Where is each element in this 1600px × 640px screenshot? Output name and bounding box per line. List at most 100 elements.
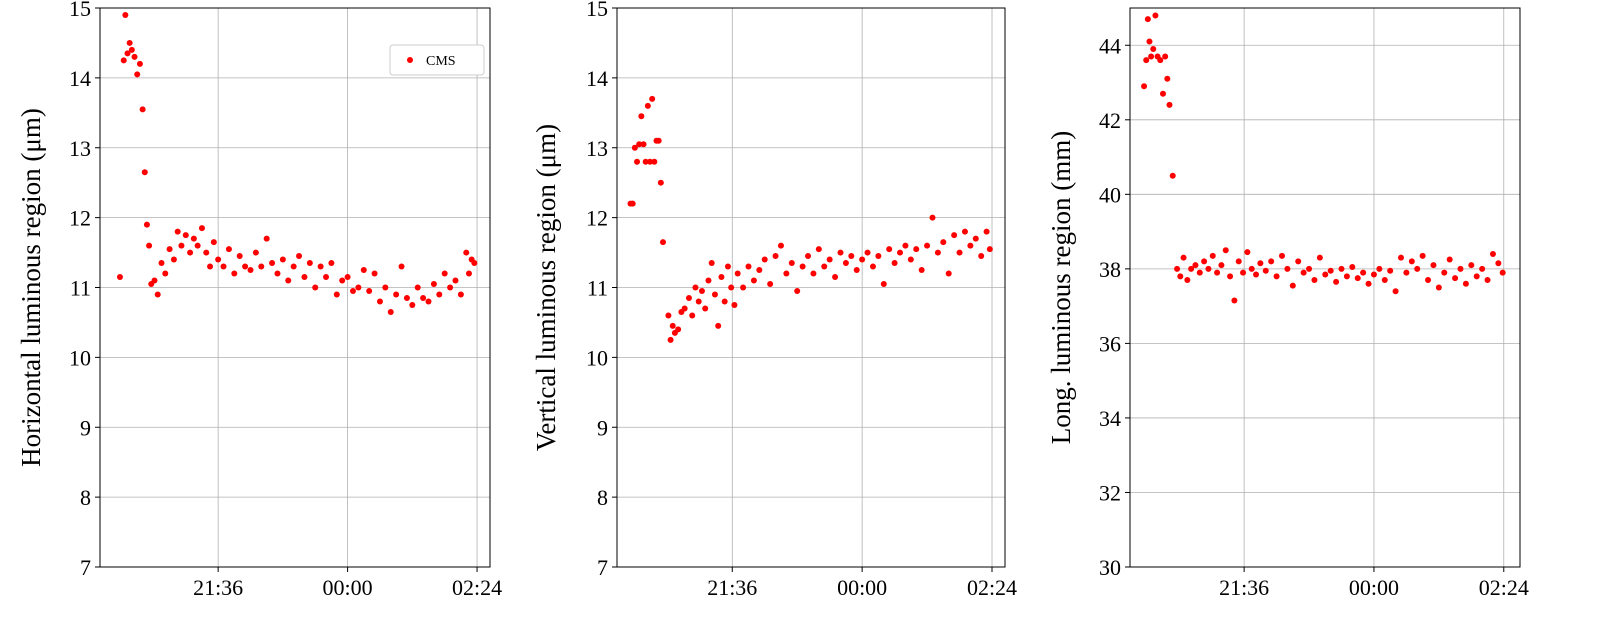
data-point: [344, 274, 351, 281]
data-point: [655, 137, 662, 144]
data-point: [875, 253, 882, 260]
data-point: [447, 284, 454, 291]
data-point: [215, 256, 222, 263]
data-point: [815, 246, 822, 253]
data-point: [360, 267, 367, 274]
data-point: [317, 263, 324, 270]
y-tick-label: 30: [1099, 555, 1121, 580]
data-point: [826, 256, 833, 263]
data-point: [721, 298, 728, 305]
data-point: [128, 46, 135, 53]
data-point: [143, 221, 150, 228]
data-point: [924, 242, 931, 249]
data-point: [1295, 258, 1302, 265]
y-tick-label: 11: [587, 276, 608, 301]
data-point: [198, 225, 205, 232]
data-point: [452, 277, 459, 284]
y-tick-label: 32: [1099, 480, 1121, 505]
data-point: [247, 267, 254, 274]
y-tick-label: 10: [69, 345, 91, 370]
data-point: [420, 294, 427, 301]
data-point: [978, 253, 985, 260]
data-point: [1495, 260, 1502, 267]
data-point: [166, 246, 173, 253]
y-tick-label: 14: [586, 66, 608, 91]
data-point: [1164, 75, 1171, 82]
data-point: [366, 287, 373, 294]
data-point: [1141, 83, 1148, 90]
data-point: [642, 158, 649, 165]
data-point: [306, 260, 313, 267]
y-tick-label: 10: [586, 345, 608, 370]
data-point: [328, 260, 335, 267]
data-point: [333, 291, 340, 298]
data-point: [913, 246, 920, 253]
data-point: [767, 281, 774, 288]
data-point: [689, 312, 696, 319]
data-point: [1473, 273, 1480, 280]
subplot: 7 8 9 10 11 12 13 14 15 21:36 00:00 02:24 Horizontal…: [16, 0, 502, 600]
data-point: [269, 260, 276, 267]
data-point: [471, 260, 478, 267]
data-point: [124, 50, 131, 57]
data-point: [705, 277, 712, 284]
x-tick-label: 00:00: [1349, 575, 1399, 600]
data-point: [1192, 262, 1199, 269]
y-tick-label: 9: [597, 415, 608, 440]
data-point: [1166, 101, 1173, 108]
y-tick-label: 15: [586, 0, 608, 21]
data-point: [258, 263, 265, 270]
data-point: [1150, 45, 1157, 52]
data-point: [702, 305, 709, 312]
data-point: [371, 270, 378, 277]
data-point: [715, 322, 722, 329]
data-point: [649, 95, 656, 102]
data-point: [1435, 284, 1442, 291]
data-point: [745, 263, 752, 270]
data-point: [1462, 280, 1469, 287]
data-point: [274, 270, 281, 277]
data-point: [1479, 265, 1486, 272]
data-point: [788, 260, 795, 267]
data-point: [1419, 252, 1426, 259]
legend: CMS: [389, 44, 485, 76]
y-tick-label: 7: [80, 555, 91, 580]
data-point: [1365, 280, 1372, 287]
data-point: [640, 141, 647, 148]
subplot: 7 8 9 10 11 12 13 14 15 21:36 00:00 02:24 Vertical l…: [531, 0, 1017, 600]
data-point: [225, 246, 232, 253]
data-point: [810, 270, 817, 277]
data-point: [1376, 265, 1383, 272]
data-point: [1392, 288, 1399, 295]
data-point: [1222, 247, 1229, 254]
data-point: [1162, 53, 1169, 60]
data-point: [1316, 254, 1323, 261]
y-tick-label: 11: [70, 276, 91, 301]
data-point: [848, 253, 855, 260]
data-point: [387, 308, 394, 315]
x-tick-label: 02:24: [452, 575, 502, 600]
data-point: [1148, 53, 1155, 60]
y-tick-label: 15: [69, 0, 91, 21]
data-point: [465, 270, 472, 277]
data-point: [1441, 269, 1448, 276]
x-tick-label: 21:36: [707, 575, 757, 600]
data-point: [961, 228, 968, 235]
data-point: [409, 301, 416, 308]
data-point: [382, 284, 389, 291]
y-tick-label: 42: [1099, 108, 1121, 133]
data-point: [1253, 271, 1260, 278]
data-point: [821, 263, 828, 270]
data-point: [772, 253, 779, 260]
data-point: [934, 249, 941, 256]
data-point: [414, 284, 421, 291]
data-point: [631, 144, 638, 151]
subplot: 30 32 34 36 38 40 42 44 21:36 00:00 02:24 Long. lum…: [1046, 7, 1529, 600]
data-point: [918, 267, 925, 274]
legend-marker: [407, 57, 413, 63]
data-point: [1227, 273, 1234, 280]
data-point: [638, 113, 645, 120]
data-point: [1284, 265, 1291, 272]
data-point: [777, 242, 784, 249]
